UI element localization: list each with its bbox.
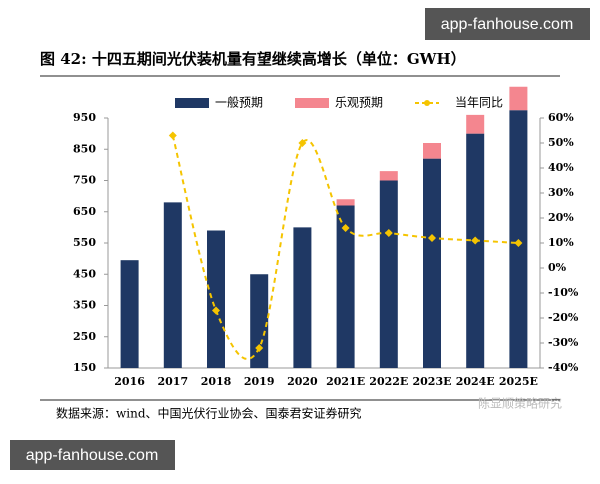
x-tick-label: 2024E	[456, 375, 495, 388]
legend-label: 一般预期	[215, 95, 263, 110]
y-tick-label: 550	[73, 236, 96, 249]
y-tick-label: 850	[73, 142, 96, 155]
x-tick-label: 2018	[201, 375, 232, 388]
watermark: app-fanhouse.com	[26, 447, 159, 464]
line-marker	[428, 234, 436, 242]
y-tick-label: 250	[73, 330, 96, 343]
y-tick-label: 750	[73, 174, 96, 187]
bar	[423, 143, 441, 159]
y-tick-label: 350	[73, 299, 96, 312]
bar	[250, 274, 269, 368]
legend-label: 乐观预期	[335, 96, 383, 110]
bar	[379, 180, 398, 368]
watermark-box	[10, 440, 175, 470]
y2-tick-label: 20%	[548, 211, 574, 224]
bar	[336, 199, 355, 206]
bar	[120, 260, 139, 368]
bar	[163, 202, 182, 368]
x-tick-label: 2021E	[326, 375, 365, 388]
credit: 陈显顺策略研究	[478, 396, 562, 411]
y-tick-label: 950	[73, 111, 96, 124]
legend-swatch	[175, 98, 209, 108]
line-marker	[298, 139, 307, 147]
bar	[379, 171, 398, 181]
x-tick-label: 2016	[114, 375, 145, 388]
y2-tick-label: 60%	[548, 111, 574, 124]
bar	[466, 114, 485, 134]
line-marker	[168, 131, 177, 140]
watermark: app-fanhouse.com	[441, 16, 574, 33]
x-tick-label: 2025E	[499, 375, 538, 388]
y2-tick-label: 40%	[548, 161, 574, 174]
y2-tick-label: 10%	[548, 236, 574, 249]
bar	[207, 230, 225, 368]
y2-tick-label: -30%	[548, 336, 579, 349]
bar	[423, 158, 441, 368]
line-marker	[255, 344, 264, 352]
chart-title: 图 42: 十四五期间光伏装机量有望继续高增长（单位：GWH）	[40, 50, 466, 68]
line-marker	[384, 229, 393, 237]
y2-tick-label: -40%	[548, 361, 579, 374]
legend-swatch	[424, 100, 430, 106]
y-tick-label: 650	[73, 205, 96, 218]
y-tick-label: 450	[73, 267, 96, 280]
legend-swatch	[295, 98, 329, 108]
line-marker	[212, 306, 220, 315]
bar	[466, 133, 485, 368]
y2-tick-label: 30%	[548, 186, 574, 199]
x-tick-label: 2017	[157, 375, 188, 388]
line-marker	[341, 224, 350, 232]
x-tick-label: 2022E	[369, 375, 408, 388]
line-marker	[471, 236, 480, 245]
legend-label: 当年同比	[455, 96, 503, 110]
bar	[293, 227, 312, 368]
x-tick-label: 2019	[244, 375, 275, 388]
y2-tick-label: 50%	[548, 136, 574, 149]
y2-tick-label: 0%	[548, 261, 567, 274]
line-marker	[514, 239, 523, 247]
x-tick-label: 2020	[287, 375, 318, 388]
watermark-box	[425, 8, 590, 40]
y2-tick-label: -20%	[548, 311, 579, 324]
y2-tick-label: -10%	[548, 286, 579, 299]
bar	[509, 86, 528, 111]
source: 数据来源：wind、中国光伏行业协会、国泰君安证券研究	[56, 406, 362, 421]
x-tick-label: 2023E	[413, 375, 452, 388]
y-tick-label: 150	[73, 361, 96, 374]
bar	[336, 205, 355, 368]
